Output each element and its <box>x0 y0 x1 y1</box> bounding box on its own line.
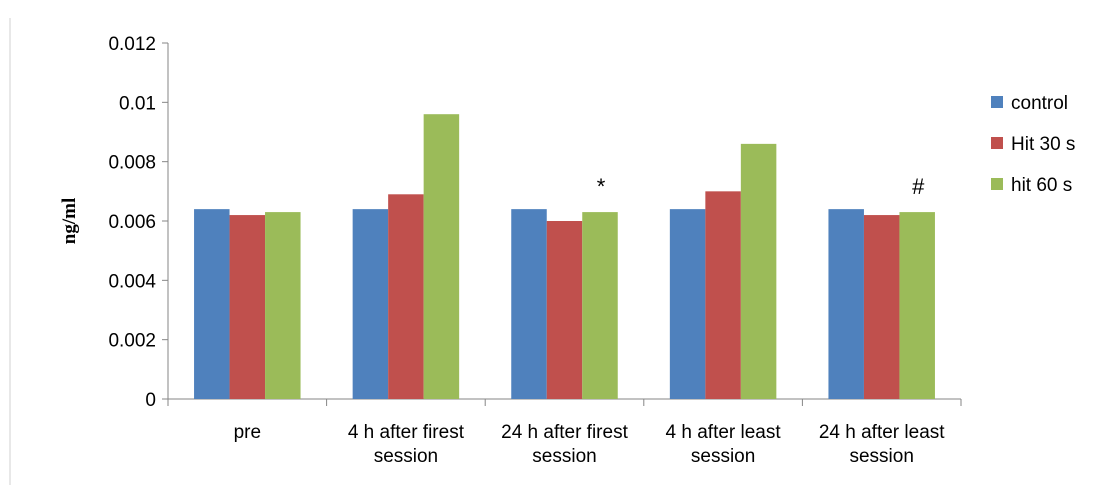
x-category-label: 4 h after firest <box>348 422 465 443</box>
y-axis-label: ng/ml <box>59 198 80 244</box>
x-category-label: pre <box>234 422 261 443</box>
bar-hit-30-s-1 <box>388 194 424 399</box>
x-category-label: session <box>849 446 913 467</box>
y-tick-label: 0.006 <box>108 212 156 233</box>
legend-swatch <box>991 178 1003 190</box>
bar-hit-60-s-1 <box>423 114 460 399</box>
x-category-label: 24 h after firest <box>501 422 628 443</box>
legend-swatch <box>991 137 1003 149</box>
legend-label: hit 60 s <box>1011 175 1072 196</box>
significance-marker: * <box>597 174 606 199</box>
x-category-label: 4 h after least <box>666 422 782 443</box>
x-axis: pre 4 h after firest session 24 h after fir… <box>167 398 962 467</box>
legend-swatch <box>991 96 1003 108</box>
bar-hit-60-s-4 <box>899 212 935 399</box>
bar-hit-30-s-0 <box>229 215 266 399</box>
x-category-label: session <box>374 446 438 467</box>
x-category-label: session <box>691 446 755 467</box>
y-tick-label: 0.004 <box>108 271 156 292</box>
x-category-label: session <box>532 446 596 467</box>
legend-label: control <box>1011 93 1068 114</box>
annotations-group: * # <box>597 174 925 199</box>
bar-control-2 <box>511 209 547 399</box>
y-axis: 0 0.002 0.004 0.006 0.008 0.01 0.012 <box>108 34 169 411</box>
legend: control Hit 30 s hit 60 s <box>991 93 1075 196</box>
significance-marker: # <box>912 174 925 199</box>
y-tick-label: 0.008 <box>108 153 156 174</box>
bar-control-3 <box>669 209 706 399</box>
x-category-label: 24 h after least <box>819 422 945 443</box>
y-tick-label: 0.002 <box>108 331 156 352</box>
bar-hit-30-s-3 <box>705 191 741 399</box>
y-tick-label: 0.01 <box>119 93 156 114</box>
y-tick-label: 0.012 <box>108 34 156 55</box>
legend-label: Hit 30 s <box>1011 134 1075 155</box>
bar-hit-30-s-4 <box>863 215 900 399</box>
bar-control-4 <box>828 209 864 399</box>
bar-control-1 <box>352 209 389 399</box>
bar-hit-60-s-3 <box>740 143 777 399</box>
y-tick-label: 0 <box>145 390 156 411</box>
bar-hit-30-s-2 <box>546 221 583 399</box>
bar-hit-60-s-0 <box>265 212 301 399</box>
bar-hit-60-s-2 <box>582 212 618 399</box>
bars-group <box>194 114 935 399</box>
bar-control-0 <box>194 209 230 399</box>
